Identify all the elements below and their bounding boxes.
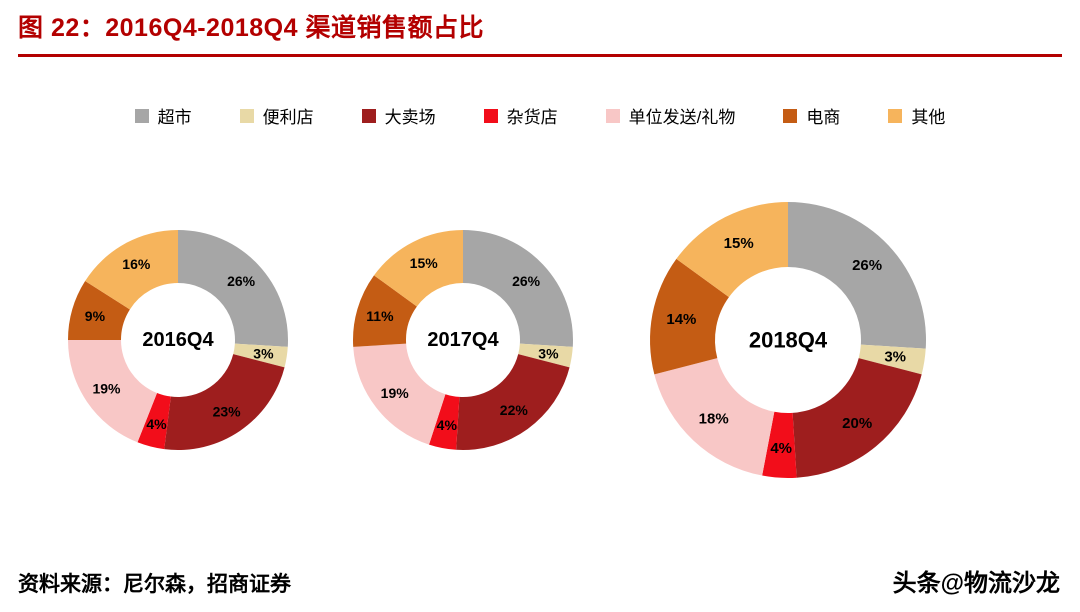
slice-value-label-unit-gift: 18% <box>699 411 729 428</box>
slice-value-label-hypermarket: 23% <box>213 404 242 420</box>
slice-value-label-hypermarket: 22% <box>500 402 529 418</box>
donut-svg-2018q4: 26% 3% 20% 4% 18% 14% 15% 2018Q4 <box>650 202 926 478</box>
slice-other <box>85 230 178 310</box>
slice-convenience-store <box>518 343 573 368</box>
legend-swatch-hypermarket <box>361 108 376 123</box>
slice-other <box>374 230 463 307</box>
donut-center-title: 2018Q4 <box>749 328 828 353</box>
legend-item-hypermarket: 大卖场 <box>361 103 436 128</box>
legend-item-supermarket: 超市 <box>134 103 192 128</box>
watermark: 头条@物流沙龙 <box>892 570 1060 597</box>
donut-center-title: 2016Q4 <box>142 329 214 351</box>
slice-value-label-other: 15% <box>410 255 439 271</box>
slice-value-label-e-commerce: 11% <box>366 308 394 324</box>
slice-supermarket <box>463 230 573 347</box>
donut-charts-row: 26% 3% 23% 4% 19% 9% 16% 2016Q4 26% 3% 22% 4% 19% 11%… <box>0 150 1080 530</box>
slice-e-commerce <box>68 281 130 340</box>
donut-center-title: 2017Q4 <box>427 329 499 351</box>
figure-title: 图 22：2016Q4-2018Q4 渠道销售额占比 <box>18 14 484 42</box>
slice-supermarket <box>178 230 288 347</box>
title-underline <box>18 54 1062 57</box>
slice-hypermarket <box>792 358 922 478</box>
slice-other <box>676 202 788 298</box>
legend-label-grocery-store: 杂货店 <box>506 108 558 127</box>
legend-label-convenience-store: 便利店 <box>262 108 314 127</box>
slice-unit-gift <box>353 343 446 445</box>
donut-svg-2017q4: 26% 3% 22% 4% 19% 11% 15% 2017Q4 <box>353 230 573 450</box>
slice-value-label-grocery-store: 4% <box>437 417 458 433</box>
legend-item-other: 其他 <box>888 103 945 128</box>
slice-value-label-convenience-store: 3% <box>253 346 274 362</box>
slice-grocery-store <box>429 394 460 450</box>
slice-supermarket <box>788 202 926 349</box>
slice-value-label-grocery-store: 4% <box>146 416 167 432</box>
slice-value-label-unit-gift: 19% <box>381 385 410 401</box>
source-note: 资料来源：尼尔森，招商证券 <box>18 572 291 596</box>
slice-value-label-unit-gift: 19% <box>92 381 121 397</box>
slice-value-label-supermarket: 26% <box>227 273 256 289</box>
legend-label-hypermarket: 大卖场 <box>384 108 436 127</box>
slice-value-label-supermarket: 26% <box>852 257 882 274</box>
slice-value-label-hypermarket: 20% <box>842 415 872 432</box>
slice-convenience-store <box>858 344 926 375</box>
legend-label-other: 其他 <box>911 108 946 127</box>
slice-value-label-convenience-store: 3% <box>538 346 559 362</box>
slice-grocery-store <box>762 411 797 478</box>
slice-hypermarket <box>456 354 570 450</box>
slice-hypermarket <box>164 354 285 450</box>
slice-unit-gift <box>68 340 158 443</box>
chart-legend: 超市 便利店 大卖场 杂货店 单位发送/礼物 电商 其他 <box>0 103 1080 128</box>
legend-label-e-commerce: 电商 <box>806 108 841 127</box>
slice-value-label-e-commerce: 9% <box>85 308 106 324</box>
donut-chart-2016q4: 26% 3% 23% 4% 19% 9% 16% 2016Q4 <box>58 220 298 460</box>
slice-unit-gift <box>654 358 775 476</box>
slice-value-label-other: 16% <box>122 256 151 272</box>
legend-swatch-e-commerce <box>783 108 798 123</box>
legend-item-e-commerce: 电商 <box>783 103 840 128</box>
donut-chart-2018q4: 26% 3% 20% 4% 18% 14% 15% 2018Q4 <box>638 190 938 490</box>
legend-label-unit-gift: 单位发送/礼物 <box>628 108 736 127</box>
legend-swatch-other <box>888 108 903 123</box>
figure-header: 图 22：2016Q4-2018Q4 渠道销售额占比 <box>0 0 1080 44</box>
legend-item-unit-gift: 单位发送/礼物 <box>605 103 736 128</box>
slice-e-commerce <box>353 275 417 347</box>
slice-e-commerce <box>650 258 729 375</box>
legend-label-supermarket: 超市 <box>157 108 192 127</box>
legend-item-grocery-store: 杂货店 <box>483 103 558 128</box>
legend-swatch-supermarket <box>134 108 149 123</box>
legend-swatch-grocery-store <box>483 108 498 123</box>
slice-convenience-store <box>233 343 288 368</box>
legend-swatch-unit-gift <box>605 108 620 123</box>
slice-value-label-convenience-store: 3% <box>884 349 906 366</box>
slice-value-label-e-commerce: 14% <box>666 311 696 328</box>
donut-chart-2017q4: 26% 3% 22% 4% 19% 11% 15% 2017Q4 <box>343 220 583 460</box>
legend-item-convenience-store: 便利店 <box>239 103 314 128</box>
legend-swatch-convenience-store <box>239 108 254 123</box>
slice-value-label-other: 15% <box>724 235 754 252</box>
figure-footer: 资料来源：尼尔森，招商证券 头条@物流沙龙 <box>0 563 1080 612</box>
slice-value-label-supermarket: 26% <box>512 273 541 289</box>
donut-svg-2016q4: 26% 3% 23% 4% 19% 9% 16% 2016Q4 <box>68 230 288 450</box>
slice-grocery-store <box>137 392 171 450</box>
slice-value-label-grocery-store: 4% <box>770 440 792 457</box>
